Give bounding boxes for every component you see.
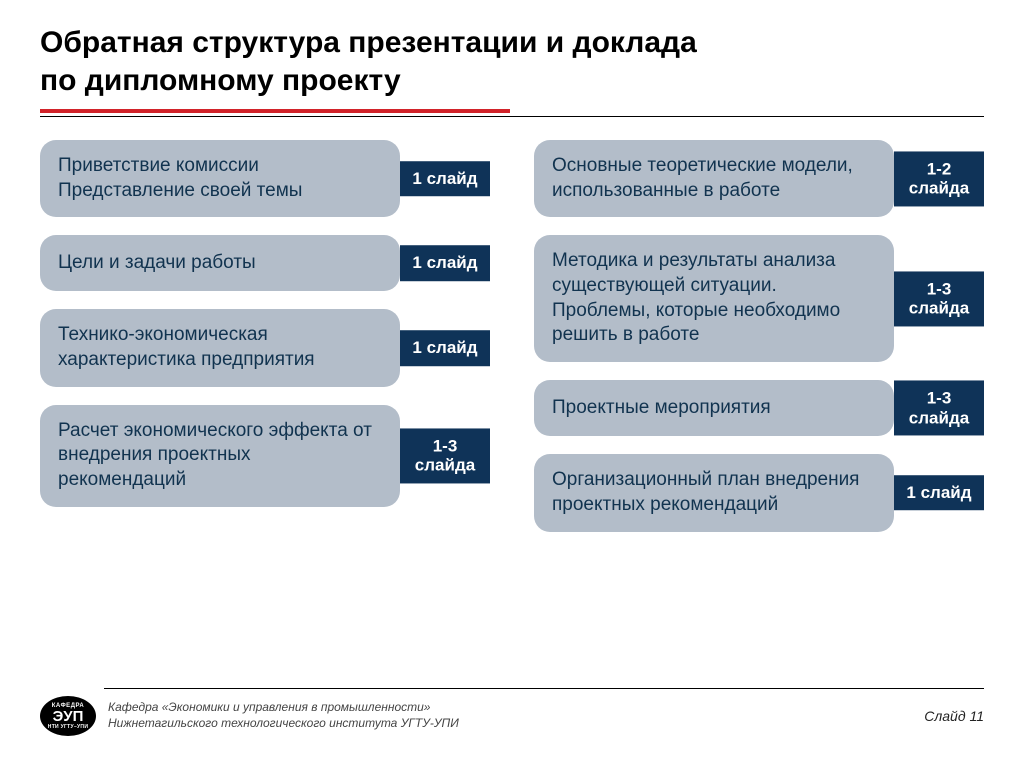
- footer-line-2: Нижнетагильского технологического инстит…: [108, 716, 459, 732]
- topic-bubble: Расчет экономического эффекта от внедрен…: [40, 405, 400, 507]
- slide-count-tag: 1 слайд: [894, 475, 984, 511]
- footer: КАФЕДРА ЭУП НТИ УГТУ–УПИ Кафедра «Эконом…: [40, 696, 984, 736]
- title-line-1: Обратная структура презентации и доклада: [40, 24, 984, 62]
- logo-bot-text: НТИ УГТУ–УПИ: [48, 724, 88, 730]
- right-row-3: Организационный план внедрения проектных…: [534, 454, 984, 531]
- topic-bubble: Основные теоретические модели, использов…: [534, 140, 894, 217]
- slide-count-tag: 1 слайд: [400, 330, 490, 366]
- slide-number: Слайд 11: [924, 708, 984, 724]
- accent-divider: [40, 109, 510, 113]
- footer-text: Кафедра «Экономики и управления в промыш…: [108, 700, 459, 731]
- footer-line-1: Кафедра «Экономики и управления в промыш…: [108, 700, 459, 716]
- header-rule: [40, 116, 984, 117]
- right-column: Основные теоретические модели, использов…: [534, 140, 984, 532]
- right-row-1: Методика и результаты анализа существующ…: [534, 235, 984, 362]
- left-row-2: Технико-экономическая характеристика пре…: [40, 309, 490, 386]
- logo-mid-text: ЭУП: [53, 709, 84, 724]
- topic-bubble: Приветствие комиссии Представление своей…: [40, 140, 400, 217]
- left-column: Приветствие комиссии Представление своей…: [40, 140, 490, 532]
- topic-bubble: Цели и задачи работы: [40, 235, 400, 291]
- slide-count-tag: 1-3 слайда: [894, 381, 984, 436]
- slide-count-tag: 1 слайд: [400, 161, 490, 197]
- left-row-1: Цели и задачи работы1 слайд: [40, 235, 490, 291]
- slide-count-tag: 1-2 слайда: [894, 151, 984, 206]
- left-row-0: Приветствие комиссии Представление своей…: [40, 140, 490, 217]
- topic-bubble: Проектные мероприятия: [534, 380, 894, 436]
- slide-count-tag: 1 слайд: [400, 246, 490, 282]
- right-row-0: Основные теоретические модели, использов…: [534, 140, 984, 217]
- topic-bubble: Методика и результаты анализа существующ…: [534, 235, 894, 362]
- footer-rule: [104, 688, 984, 689]
- title-line-2: по дипломному проекту: [40, 62, 984, 100]
- topic-bubble: Технико-экономическая характеристика пре…: [40, 309, 400, 386]
- slide-count-tag: 1-3 слайда: [400, 428, 490, 483]
- right-row-2: Проектные мероприятия1-3 слайда: [534, 380, 984, 436]
- content-area: Приветствие комиссии Представление своей…: [40, 140, 984, 532]
- dept-logo: КАФЕДРА ЭУП НТИ УГТУ–УПИ: [40, 696, 96, 736]
- left-row-3: Расчет экономического эффекта от внедрен…: [40, 405, 490, 507]
- slide-title: Обратная структура презентации и доклада…: [40, 24, 984, 99]
- topic-bubble: Организационный план внедрения проектных…: [534, 454, 894, 531]
- slide-count-tag: 1-3 слайда: [894, 271, 984, 326]
